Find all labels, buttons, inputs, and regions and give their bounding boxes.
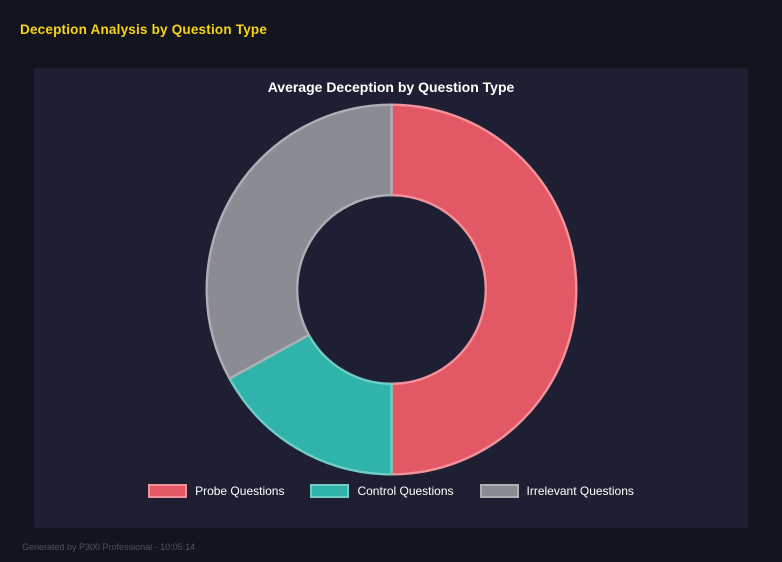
chart-legend: Probe Questions Control Questions Irreleva… [148, 484, 634, 498]
legend-label-irrelevant-questions: Irrelevant Questions [526, 484, 634, 498]
donut-segment-irrelevant-questions[interactable] [205, 103, 393, 380]
legend-label-probe-questions: Probe Questions [195, 484, 285, 498]
legend-swatch-irrelevant-questions [479, 484, 519, 498]
legend-swatch-probe-questions [148, 484, 188, 498]
donut-segment-probe-questions[interactable] [389, 103, 578, 476]
legend-item-irrelevant-questions[interactable]: Irrelevant Questions [479, 484, 634, 498]
footer-note: Generated by P300 Professional - 10:05:1… [22, 542, 196, 552]
donut-segment-control-questions[interactable] [227, 333, 393, 476]
chart-panel: Average Deception by Question Type Probe… [34, 68, 748, 528]
legend-item-control-questions[interactable]: Control Questions [310, 484, 454, 498]
chart-title: Average Deception by Question Type [267, 79, 515, 95]
legend-item-probe-questions[interactable]: Probe Questions [148, 484, 284, 498]
page-title: Deception Analysis by Question Type [20, 22, 268, 37]
legend-label-control-questions: Control Questions [357, 484, 454, 498]
legend-swatch-control-questions [310, 484, 350, 498]
donut-svg [205, 103, 578, 476]
